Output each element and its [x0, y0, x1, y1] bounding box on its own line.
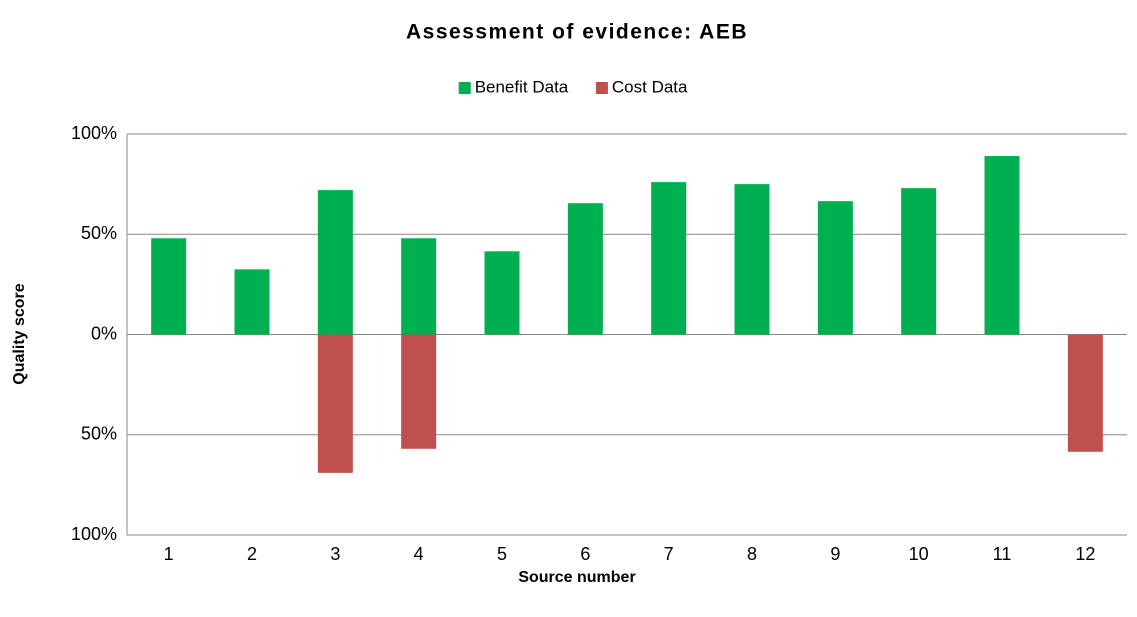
x-tick-label: 1 — [164, 544, 174, 564]
bar — [234, 269, 270, 335]
bar — [734, 184, 770, 335]
y-tick-label: 50% — [81, 424, 117, 444]
bar — [901, 188, 937, 335]
chart-title: Assessment of evidence: AEB — [406, 21, 748, 44]
y-tick-label: 100% — [71, 123, 117, 143]
x-tick-label: 12 — [1075, 544, 1095, 564]
bar — [401, 238, 437, 335]
y-axis-title: Quality score — [11, 283, 28, 384]
x-axis-title: Source number — [518, 569, 635, 586]
legend-swatch — [458, 82, 471, 94]
bar — [817, 201, 853, 335]
bar — [317, 334, 353, 473]
x-tick-label: 10 — [909, 544, 929, 564]
bar — [567, 203, 603, 335]
x-tick-label: 3 — [330, 544, 340, 564]
x-tick-label: 8 — [747, 544, 757, 564]
y-tick-label: 0% — [91, 323, 117, 343]
bar — [651, 182, 687, 335]
x-tick-label: 4 — [414, 544, 424, 564]
x-tick-label: 7 — [664, 544, 674, 564]
legend-label: Cost Data — [612, 77, 688, 96]
x-tick-label: 6 — [580, 544, 590, 564]
y-tick-label: 50% — [81, 223, 117, 243]
x-tick-label: 11 — [993, 544, 1012, 564]
bar — [317, 190, 353, 335]
legend-label: Benefit Data — [475, 77, 569, 96]
x-tick-label: 9 — [830, 544, 840, 564]
legend-swatch — [595, 82, 608, 94]
bar — [1067, 334, 1103, 452]
y-tick-label: 100% — [71, 524, 117, 544]
x-tick-label: 2 — [247, 544, 257, 564]
bar — [984, 156, 1020, 335]
bar — [151, 238, 187, 335]
bar — [484, 251, 520, 335]
bar — [401, 334, 437, 449]
x-tick-label: 5 — [497, 544, 507, 564]
